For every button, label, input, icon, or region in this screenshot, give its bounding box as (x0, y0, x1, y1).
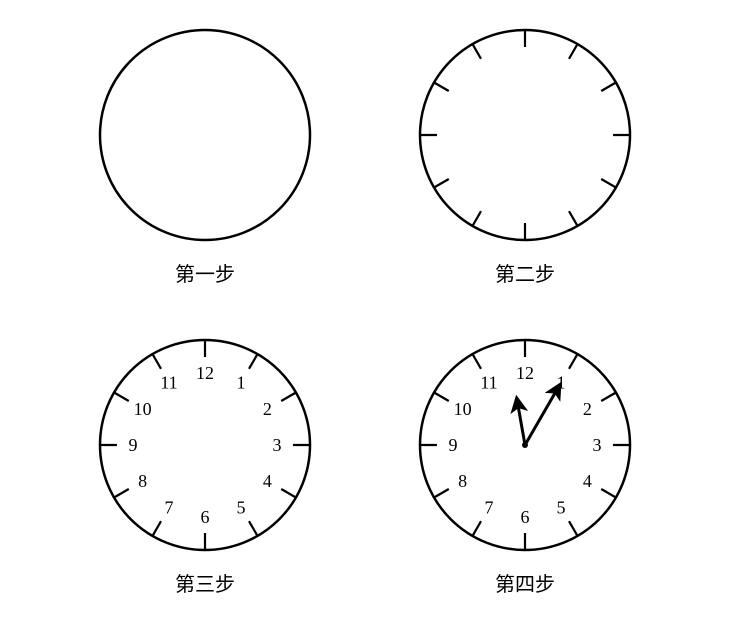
tick-mark (569, 44, 578, 59)
hour-hand (517, 398, 525, 445)
tick-mark (473, 521, 482, 536)
tick-mark (153, 521, 162, 536)
tick-mark (249, 354, 258, 369)
clock-numeral: 5 (237, 497, 246, 517)
tick-mark (434, 83, 449, 92)
clock-numeral: 3 (273, 435, 282, 455)
clock-numeral: 7 (485, 497, 494, 517)
step2-clock-svg (410, 20, 640, 250)
clock-numeral: 9 (449, 435, 458, 455)
tick-mark (153, 354, 162, 369)
tick-mark (569, 354, 578, 369)
tick-mark (434, 489, 449, 498)
tick-mark (473, 354, 482, 369)
step3-clock-svg: 121234567891011 (90, 330, 320, 560)
clock-numeral: 5 (557, 497, 566, 517)
tick-mark (434, 393, 449, 402)
tick-mark (281, 393, 296, 402)
clock-numeral: 3 (593, 435, 602, 455)
step2-caption: 第二步 (410, 258, 640, 287)
clock-numeral: 6 (521, 507, 530, 527)
tick-mark (473, 211, 482, 226)
step1-clock-svg (90, 20, 320, 250)
clock-face-circle (100, 30, 310, 240)
step3-cell: 121234567891011第三步 (90, 330, 320, 597)
step4-cell: 121234567891011第四步 (410, 330, 640, 597)
clock-numeral: 4 (263, 471, 272, 491)
step3-caption: 第三步 (90, 568, 320, 597)
clock-drawing-steps: 第一步第二步121234567891011第三步121234567891011第… (0, 0, 750, 632)
clock-numeral: 4 (583, 471, 592, 491)
tick-mark (569, 211, 578, 226)
tick-mark (473, 44, 482, 59)
clock-numeral: 9 (129, 435, 138, 455)
step1-caption: 第一步 (90, 258, 320, 287)
clock-numeral: 6 (201, 507, 210, 527)
tick-mark (249, 521, 258, 536)
step4-clock-svg: 121234567891011 (410, 330, 640, 560)
clock-numeral: 8 (458, 471, 467, 491)
tick-mark (601, 179, 616, 188)
clock-numeral: 1 (237, 373, 246, 393)
tick-mark (434, 179, 449, 188)
clock-numeral: 2 (583, 399, 592, 419)
tick-mark (601, 489, 616, 498)
step2-cell: 第二步 (410, 20, 640, 287)
clock-numeral: 8 (138, 471, 147, 491)
tick-mark (281, 489, 296, 498)
clock-numeral: 12 (516, 363, 534, 383)
clock-numeral: 7 (165, 497, 174, 517)
tick-mark (569, 521, 578, 536)
clock-numeral: 11 (480, 373, 497, 393)
step4-caption: 第四步 (410, 568, 640, 597)
clock-numeral: 11 (160, 373, 177, 393)
tick-mark (601, 83, 616, 92)
clock-numeral: 12 (196, 363, 214, 383)
tick-mark (601, 393, 616, 402)
clock-face-circle (420, 30, 630, 240)
center-pivot (522, 442, 528, 448)
tick-mark (114, 489, 129, 498)
minute-hand (525, 384, 560, 445)
clock-numeral: 2 (263, 399, 272, 419)
clock-numeral: 10 (454, 399, 472, 419)
step1-cell: 第一步 (90, 20, 320, 287)
clock-numeral: 10 (134, 399, 152, 419)
tick-mark (114, 393, 129, 402)
